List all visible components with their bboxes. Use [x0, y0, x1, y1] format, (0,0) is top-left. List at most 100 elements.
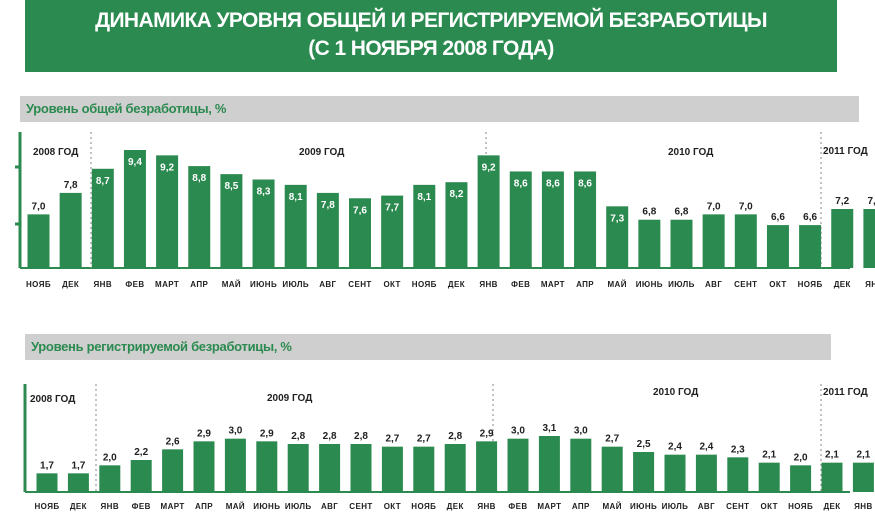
registered-bar — [381, 446, 403, 492]
registered-month-label: ИЮНЬ — [630, 502, 657, 511]
year-label: 2010 ГОД — [668, 147, 713, 158]
total-bar — [27, 214, 50, 268]
total-month-label: СЕНТ — [734, 280, 757, 289]
total-month-label: ОКТ — [769, 280, 786, 289]
total-bar — [509, 171, 532, 268]
registered-month-label: СЕНТ — [349, 502, 372, 511]
total-bar — [799, 225, 822, 268]
registered-month-label: ДЕК — [70, 502, 87, 511]
registered-value-label: 2,7 — [605, 434, 619, 445]
total-value-label: 6,8 — [642, 207, 656, 218]
registered-month-label: ЯНВ — [101, 502, 120, 511]
registered-unemployment-heading: Уровень регистрируемой безработицы, % — [25, 334, 831, 360]
total-month-label: СЕНТ — [348, 280, 371, 289]
total-month-label: ИЮНЬ — [250, 280, 277, 289]
registered-bar — [350, 444, 372, 492]
total-bar — [284, 184, 307, 268]
total-bar — [445, 182, 468, 268]
total-month-label: ИЮЛЬ — [282, 280, 309, 289]
total-value-label: 7,6 — [353, 205, 367, 216]
total-value-label: 7,8 — [64, 180, 78, 191]
total-month-label: НОЯБ — [798, 280, 823, 289]
total-value-label: 7,0 — [707, 201, 721, 212]
registered-value-label: 2,4 — [699, 442, 713, 453]
registered-value-label: 2,8 — [323, 431, 337, 442]
total-value-label: 7,7 — [385, 203, 399, 214]
total-month-label: МАЙ — [607, 280, 626, 289]
year-label: 2008 ГОД — [30, 394, 75, 405]
total-value-label: 8,1 — [289, 192, 303, 203]
registered-bar — [570, 438, 592, 492]
registered-value-label: 3,1 — [542, 423, 556, 434]
total-month-label: АВГ — [319, 280, 336, 289]
total-month-label: МАЙ — [222, 280, 241, 289]
registered-value-label: 2,0 — [103, 452, 117, 463]
total-bar — [766, 225, 789, 268]
total-value-label: 6,6 — [771, 212, 785, 223]
page-subtitle: (С 1 НОЯБРЯ 2008 ГОДА) — [308, 37, 554, 60]
registered-month-label: СЕНТ — [726, 502, 749, 511]
registered-bar — [67, 473, 89, 492]
total-bar — [188, 166, 211, 268]
registered-bar — [601, 446, 623, 492]
registered-bar — [476, 441, 498, 492]
total-value-label: 8,3 — [257, 187, 271, 198]
registered-month-label: НОЯБ — [788, 502, 813, 511]
total-value-label: 9,2 — [160, 162, 174, 173]
page-title: ДИНАМИКА УРОВНЯ ОБЩЕЙ И РЕГИСТРИРУЕМОЙ Б… — [95, 9, 767, 32]
total-unemployment-chart: 2008 ГОД 2009 ГОД 2010 ГОД 2011 ГОД 7,0 НОЯБ 7… — [15, 132, 875, 289]
total-bar — [220, 174, 243, 268]
registered-value-label: 2,7 — [417, 434, 431, 445]
registered-bar — [256, 441, 278, 492]
total-month-label: ЯНВ — [479, 280, 498, 289]
total-bar — [381, 195, 404, 268]
registered-bar — [790, 465, 812, 492]
registered-bar — [287, 444, 309, 492]
total-bar — [477, 155, 500, 268]
registered-unemployment-chart: 2008 ГОД 2009 ГОД 2010 ГОД 2011 ГОД 1,7 НОЯБ 1… — [23, 384, 874, 511]
registered-value-label: 2,0 — [794, 452, 808, 463]
total-bar — [349, 198, 371, 268]
registered-bar — [727, 457, 749, 492]
total-bar — [863, 209, 875, 268]
registered-bar — [319, 444, 341, 492]
registered-value-label: 2,1 — [762, 450, 776, 461]
registered-bar — [821, 462, 843, 492]
registered-value-label: 2,7 — [385, 434, 399, 445]
year-label: 2010 ГОД — [653, 387, 698, 398]
registered-month-label: ИЮЛЬ — [285, 502, 312, 511]
registered-bar — [758, 462, 780, 492]
registered-value-label: 2,8 — [354, 431, 368, 442]
registered-value-label: 2,1 — [856, 450, 870, 461]
registered-bar — [130, 460, 152, 492]
registered-month-label: ДЕК — [823, 502, 840, 511]
total-value-label: 7,2 — [867, 196, 875, 207]
total-bar — [734, 214, 757, 268]
total-month-label: ДЕК — [448, 280, 465, 289]
total-bar — [606, 206, 629, 268]
total-month-label: МАРТ — [541, 280, 565, 289]
total-bar — [91, 168, 114, 268]
registered-bar — [193, 441, 215, 492]
registered-value-label: 2,3 — [731, 444, 745, 455]
total-value-label: 8,6 — [578, 178, 592, 189]
registered-value-label: 3,0 — [511, 426, 525, 437]
total-value-label: 7,3 — [610, 213, 624, 224]
registered-bar — [36, 473, 58, 492]
year-label: 2009 ГОД — [299, 147, 344, 158]
title-banner: ДИНАМИКА УРОВНЯ ОБЩЕЙ И РЕГИСТРИРУЕМОЙ Б… — [25, 0, 837, 72]
registered-bar — [695, 454, 717, 492]
registered-month-label: АПР — [195, 502, 213, 511]
year-label: 2009 ГОД — [267, 393, 312, 404]
total-month-label: ЯНВ — [94, 280, 113, 289]
total-bar — [413, 184, 436, 268]
registered-month-label: НОЯБ — [35, 502, 60, 511]
registered-bar — [413, 446, 435, 492]
total-value-label: 7,0 — [32, 201, 46, 212]
registered-value-label: 2,9 — [480, 428, 494, 439]
year-label: 2008 ГОД — [33, 147, 78, 158]
total-value-label: 6,6 — [803, 212, 817, 223]
total-month-label: АПР — [190, 280, 208, 289]
total-bar — [670, 219, 693, 268]
total-month-label: ДЕК — [62, 280, 79, 289]
